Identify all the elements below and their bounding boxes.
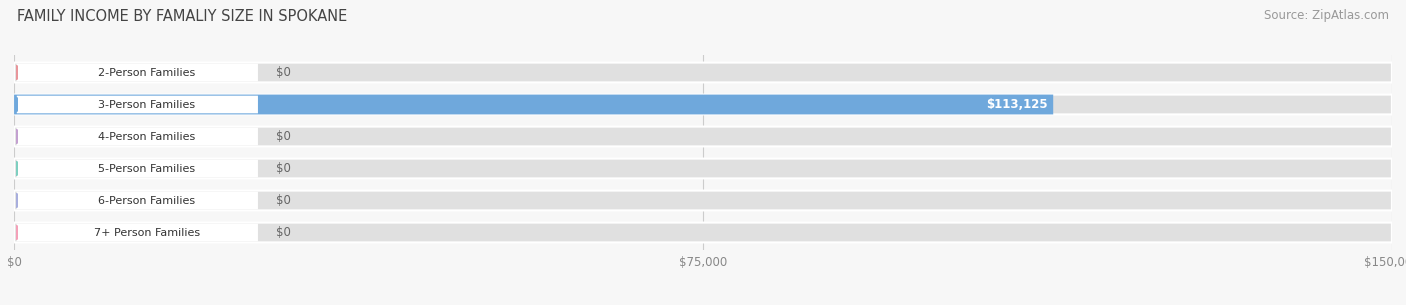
- FancyBboxPatch shape: [14, 159, 1392, 178]
- Text: 3-Person Families: 3-Person Families: [98, 99, 195, 109]
- FancyBboxPatch shape: [17, 96, 257, 113]
- Text: Source: ZipAtlas.com: Source: ZipAtlas.com: [1264, 9, 1389, 22]
- FancyBboxPatch shape: [14, 95, 1392, 114]
- Text: $0: $0: [276, 194, 291, 207]
- Text: $0: $0: [276, 66, 291, 79]
- Text: 4-Person Families: 4-Person Families: [98, 131, 195, 142]
- Text: FAMILY INCOME BY FAMALIY SIZE IN SPOKANE: FAMILY INCOME BY FAMALIY SIZE IN SPOKANE: [17, 9, 347, 24]
- FancyBboxPatch shape: [17, 64, 257, 81]
- Text: $0: $0: [276, 162, 291, 175]
- FancyBboxPatch shape: [14, 95, 1053, 114]
- FancyBboxPatch shape: [14, 63, 1392, 82]
- Text: 6-Person Families: 6-Person Families: [98, 196, 195, 206]
- Text: $0: $0: [276, 130, 291, 143]
- FancyBboxPatch shape: [17, 224, 257, 241]
- FancyBboxPatch shape: [17, 128, 257, 145]
- FancyBboxPatch shape: [14, 223, 1392, 242]
- FancyBboxPatch shape: [14, 127, 1392, 146]
- Text: $0: $0: [276, 226, 291, 239]
- FancyBboxPatch shape: [17, 192, 257, 209]
- Text: 7+ Person Families: 7+ Person Families: [94, 228, 200, 238]
- FancyBboxPatch shape: [17, 160, 257, 177]
- Text: 2-Person Families: 2-Person Families: [98, 67, 195, 77]
- Text: 5-Person Families: 5-Person Families: [98, 163, 195, 174]
- FancyBboxPatch shape: [14, 191, 1392, 210]
- Text: $113,125: $113,125: [986, 98, 1047, 111]
